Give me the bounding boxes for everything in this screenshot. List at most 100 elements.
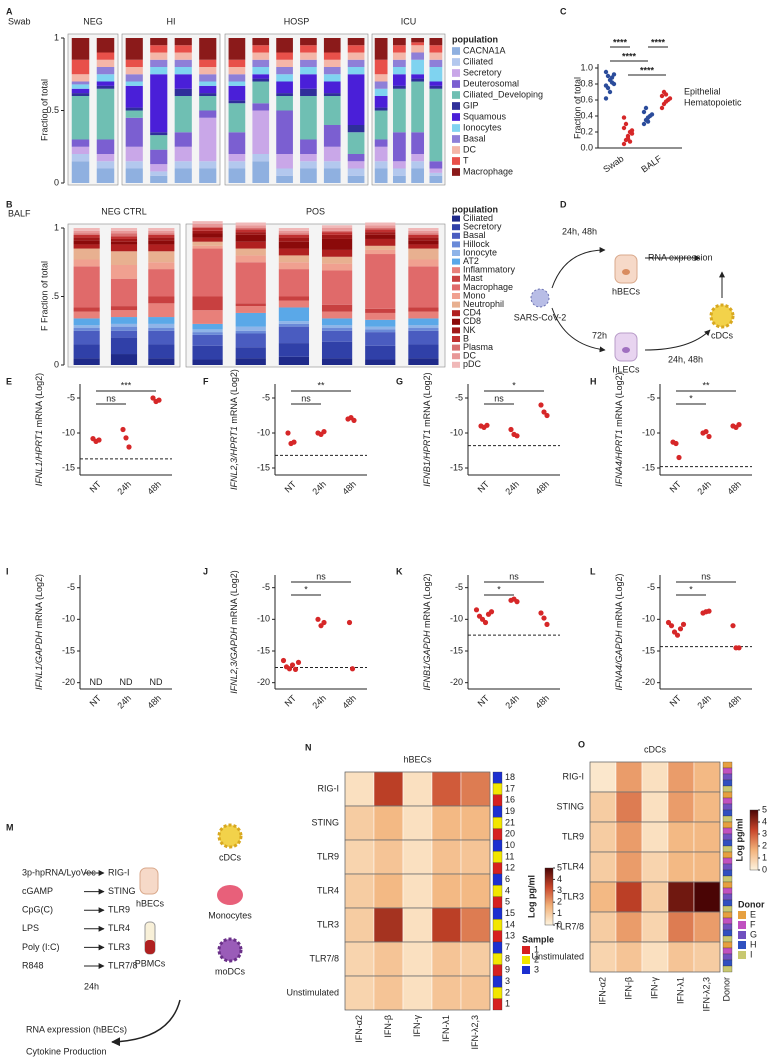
colorbar-tick-label: 5 [557,862,562,872]
colorbar-tick-label: 3 [557,885,562,895]
bar-segment [276,52,293,60]
bar-segment [252,78,270,82]
bar-segment [235,229,266,233]
bar-segment [174,88,192,96]
bar-segment [110,337,138,355]
bar-segment [300,139,317,154]
bar-segment [321,358,353,365]
x-tick-label: 24h [503,479,521,497]
bar-segment [235,248,266,256]
heatmap-cell [641,791,669,823]
legend-swatch [452,275,460,282]
significance: *** [121,380,132,390]
bar-segment [125,81,143,86]
bar-segment [392,52,406,60]
point [289,662,296,668]
bar-segment [174,59,192,67]
bar-segment [408,228,439,231]
y-axis-title-unit: mRNA (Log2) [34,574,44,631]
bar-segment [374,161,388,169]
y-axis-title-gene: IFNA4/HPRT1 [614,429,624,486]
significance: * [497,584,501,594]
legend-label: GIP [463,100,479,110]
ligand: LPS [22,923,39,933]
bar-segment [148,344,175,359]
bar-segment [300,59,317,67]
x-tick-label: NT [668,479,684,495]
row-label: RIG-I [563,771,585,781]
heatmap-cell [615,941,643,973]
colorbar [749,809,759,871]
bar-segment [199,161,217,169]
y-axis-title-unit: mRNA (Log2) [229,570,239,627]
bar-segment [235,222,266,226]
x-tick-label: 24h [115,479,133,497]
heatmap-cell [373,873,404,909]
y-axis-title: IFNL1/HPRT1 mRNA (Log2) [34,373,44,486]
point [291,439,297,445]
bar-segment [192,323,223,330]
significance: ns [509,571,519,581]
x-tick-label: 48h [533,479,551,497]
heatmap-cell [641,881,669,913]
y-tick-label: -5 [455,392,463,402]
legend-swatch [452,327,460,334]
bar-segment [235,262,266,304]
bar-segment [252,52,270,60]
point [321,429,327,435]
point [663,92,669,97]
colorbar-tick-label: 0 [557,919,562,929]
significance: * [689,393,693,403]
x-tick-label: 24h [695,693,713,711]
legend-swatch [452,146,460,154]
heatmap-title: hBECs [403,754,432,764]
colorbar-tick-label: 2 [557,897,562,907]
y-tick-label: .5 [51,291,59,301]
arrow [551,307,606,353]
bar-segment [321,328,353,331]
diagram-label: 72h [592,330,607,340]
bar-segment [429,88,443,162]
strip-cell [722,779,733,787]
bar-segment [252,161,270,183]
strip-cell [722,953,733,961]
bar-segment [276,96,293,111]
bar-segment [278,233,310,235]
row-frame [344,975,491,1011]
bar-segment [365,345,396,360]
bar-segment [110,233,138,237]
bar-segment [96,38,115,53]
strip-cell [722,851,733,859]
blood [145,940,155,954]
bar-segment [252,45,270,53]
legend-label: Mast [463,273,483,283]
bar-segment [148,230,175,234]
bar-segment [150,74,168,133]
bar-segment [374,146,388,162]
point [668,623,675,629]
point [482,619,489,626]
significance: **** [622,51,637,61]
point [603,96,609,101]
y-axis-title-gene: IFNA4/GAPDH [614,630,624,691]
heatmap-cell [615,881,643,913]
colorbar-title: Log pg/ml [526,875,536,918]
point [285,430,291,436]
x-tick-label: Swab [601,153,625,174]
heatmap-cell [693,851,721,883]
bar-segment [276,67,293,75]
bar-segment [174,96,192,133]
diagram-label: cDCs [711,330,733,340]
bar-segment [321,230,353,233]
bar-segment [150,149,168,165]
bar-segment [411,42,425,46]
bar-segment [125,85,143,108]
bar-segment [174,146,192,162]
bar-segment [252,38,270,46]
legend-swatch [522,956,530,964]
point [677,626,684,632]
point [611,72,617,77]
y-tick-label: -15 [450,462,463,472]
bar-segment [278,228,310,231]
